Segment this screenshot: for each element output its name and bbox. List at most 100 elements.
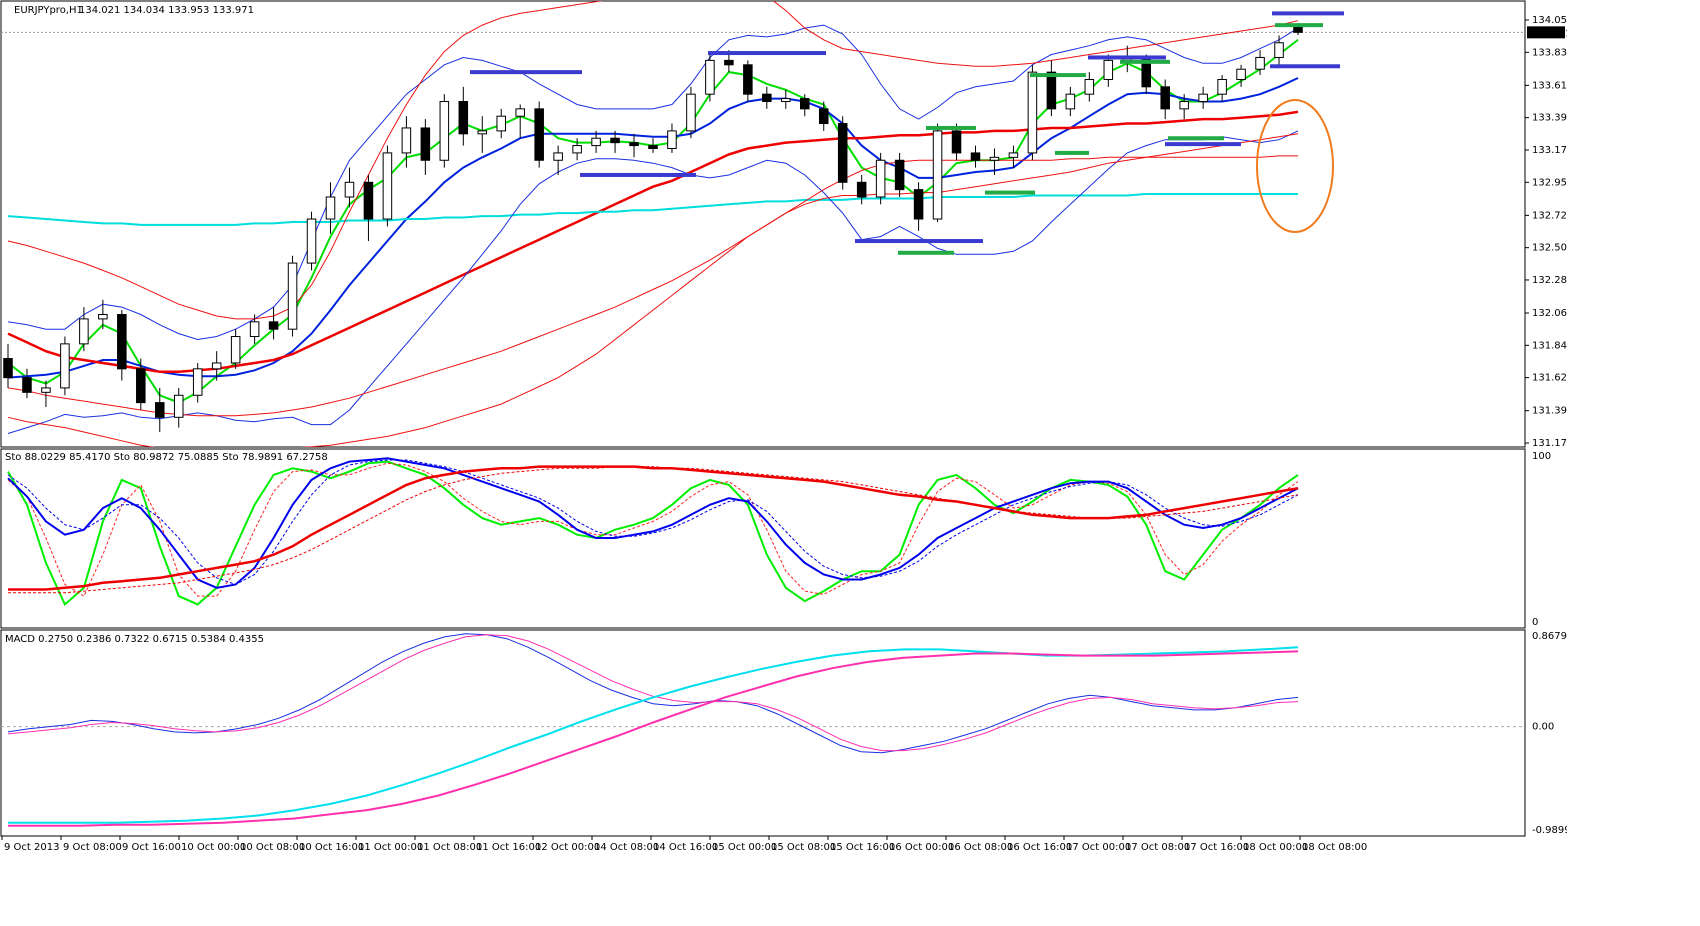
macd-panel[interactable]: 0.8679 0.00 -0.9899 [0,629,1567,837]
candle [875,152,886,205]
candle [287,255,298,337]
candle-body-up [667,130,677,150]
price-tick-label: 133.170 [1532,145,1567,156]
candle [781,89,791,109]
resistance-marker [1272,11,1344,16]
time-tick-label: 17 Oct 00:00 [1066,842,1131,853]
time-tick-label: 10 Oct 08:00 [240,842,305,853]
candle [515,104,525,139]
price-tick-label: 131.620 [1532,373,1567,384]
macd-tick-label: 0.8679 [1532,631,1567,642]
support-marker [985,190,1035,195]
candle [989,148,1000,175]
stochastic-series-line [7,459,1299,586]
candle-body-down [154,402,165,418]
candle [117,310,127,381]
overlay-bb-red-mid [7,155,1298,417]
macd-title: MACD 0.2750 0.2386 0.7322 0.6715 0.5384 … [5,634,264,645]
candle [249,314,260,344]
candle-body-up [572,145,582,154]
macd-series-line [7,634,1299,752]
candle [1046,60,1057,117]
resistance-marker [1088,55,1166,60]
candle-body-down [762,93,772,103]
candle-body-down [837,123,848,183]
price-tick-label: 132.505 [1532,243,1567,254]
time-tick-label: 18 Oct 00:00 [1243,842,1308,853]
candle [1179,94,1189,120]
candle-body-up [382,152,393,220]
candle-body-up [686,93,696,132]
candle [230,329,241,369]
support-marker [1055,150,1089,155]
candle [477,116,488,153]
candle [553,145,563,175]
price-tick-label: 131.175 [1532,438,1567,449]
time-tick-label: 15 Oct 16:00 [830,842,895,853]
current-price-label: 133.971 [1530,28,1567,39]
candle [1027,64,1038,161]
macd-series-line [8,650,1299,827]
overlay-bb-blue-upper [7,24,1299,341]
candle-body-up [591,137,601,147]
candle-body-up [41,387,51,393]
candle [1217,75,1227,102]
candle-body-up [1198,93,1208,103]
candle-body-up [60,343,70,389]
time-tick-label: 17 Oct 16:00 [1184,842,1249,853]
stochastic-series-line [8,466,1299,594]
stochastic-series-line [7,457,1299,589]
candle [913,182,924,231]
candle [799,94,810,117]
overlay-ma-red [7,110,1299,374]
time-tick-label: 16 Oct 00:00 [889,842,954,853]
candle-body-down [743,64,753,95]
time-tick-label: 17 Oct 08:00 [1125,842,1190,853]
resistance-marker [708,51,826,56]
candle [382,145,393,227]
time-tick-label: 14 Oct 16:00 [653,842,718,853]
time-tick-label: 9 Oct 2013 [4,842,59,853]
resistance-marker [580,172,696,177]
price-panel[interactable]: 134.055 133.835 133.610 133.390 133.170 132.9… [0,0,1567,454]
time-axis: 9 Oct 2013 9 Oct 08:00 9 Oct 16:00 10 Oct 0… [1,836,1367,853]
time-tick-label: 15 Oct 08:00 [771,842,836,853]
candle-body-down [136,368,146,404]
candle [667,123,677,153]
candle [154,387,165,432]
stochastic-panel[interactable]: 100 0 [0,448,1551,629]
candle-body-down [534,108,544,161]
candle [856,174,867,205]
overlay-bb-blue-lower [7,130,1299,434]
candle-body-up [1236,68,1246,80]
support-marker [1030,73,1086,78]
candle-body-up [705,59,715,95]
candle-body-down [894,159,905,191]
candle-body-up [477,130,488,135]
price-chart-ohlc: 134.021 134.034 133.953 133.971 [79,5,254,16]
candle [818,101,829,131]
candle [743,60,753,102]
candle-body-down [1160,86,1170,110]
candle [136,358,146,410]
resistance-marker [470,70,582,75]
candle [686,86,696,139]
candle-body-up [1274,42,1284,58]
candle-body-up [79,318,89,345]
candle [1084,72,1095,102]
candle-body-up [173,394,184,418]
candle-body-up [344,181,355,198]
candle-body-up [98,313,108,320]
candle-body-down [799,98,810,110]
stochastic-series-line [7,460,1299,607]
candle-body-up [211,362,222,370]
candle [439,94,450,168]
stochastic-tick-label: 0 [1532,617,1538,628]
candle-body-up [401,127,412,154]
candle [3,343,13,388]
candle-body-up [781,98,791,103]
candle-body-up [192,368,203,396]
candle-body-up [287,262,298,330]
candle-body-up [1179,101,1189,110]
candle-body-up [1084,78,1095,95]
